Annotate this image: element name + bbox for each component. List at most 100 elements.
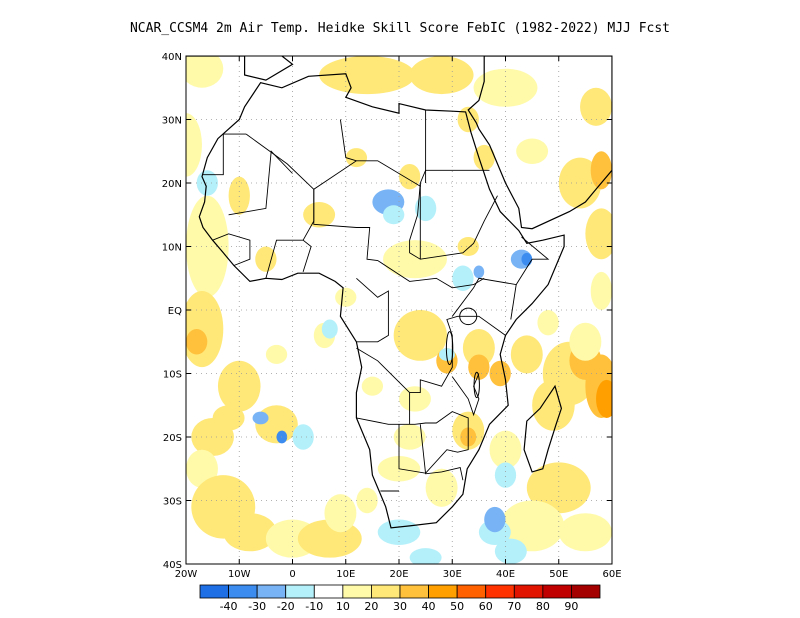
skill-shading-patch — [335, 287, 357, 307]
country-border — [228, 150, 293, 216]
colorbar-swatch — [199, 584, 229, 599]
lon-tick-label: 60E — [602, 569, 621, 580]
lon-tick-label: 20W — [175, 569, 198, 580]
skill-shading-patch — [590, 271, 612, 311]
colorbar: -40 -30 -20 -10 10 20 30 40 50 60 70 80 90 — [199, 584, 601, 613]
skill-shading-patch — [186, 113, 202, 177]
country-border — [245, 133, 490, 190]
colorbar-tick-label: -30 — [248, 600, 266, 613]
lat-lon-grid — [186, 56, 612, 564]
skill-shading-patch — [494, 462, 517, 488]
lake-outline — [459, 307, 478, 326]
skill-shading-patch — [590, 151, 612, 190]
skill-shading-patch — [228, 176, 250, 215]
skill-shading-patch — [383, 205, 405, 225]
lon-tick-label: 0 — [289, 569, 295, 580]
colorbar-swatch — [456, 584, 487, 599]
country-border — [451, 277, 517, 320]
skill-shading-patch — [345, 148, 368, 168]
skill-shading-patch — [409, 56, 474, 95]
lon-tick-label: 50E — [549, 569, 568, 580]
skill-shading-patch — [186, 329, 208, 355]
skill-shading-patch — [186, 195, 229, 298]
country-border — [356, 315, 506, 394]
madagascar-coastline — [523, 384, 563, 473]
skill-shading-patch — [399, 386, 431, 412]
colorbar-tick-label: 70 — [507, 600, 521, 613]
colorbar-swatch — [399, 584, 429, 599]
skill-shading-patch — [532, 379, 575, 431]
skill-shading-patch — [292, 424, 314, 450]
colorbar-tick-label: 80 — [536, 600, 550, 613]
skill-shading-patch — [303, 202, 336, 228]
lon-tick-label: 40E — [496, 569, 515, 580]
colorbar-swatch — [256, 584, 287, 599]
lat-tick-label: 10N — [162, 243, 182, 254]
colorbar-swatch — [571, 584, 601, 599]
skill-shading-patch — [265, 344, 288, 364]
skill-shading-patch — [484, 506, 506, 533]
skill-shading-patch — [361, 376, 384, 396]
country-border — [302, 189, 315, 241]
skill-shading-patch — [196, 170, 218, 196]
country-border — [339, 119, 357, 162]
colorbar-tick-label: 10 — [336, 600, 350, 613]
lat-tick-label: 10S — [163, 370, 182, 381]
colorbar-swatch — [313, 584, 344, 599]
skill-shading-patch — [526, 462, 591, 514]
skill-shading-patch — [383, 240, 447, 279]
skill-shading-patch — [319, 56, 415, 95]
lake-outline — [445, 331, 454, 366]
skill-shading-patch — [569, 322, 602, 361]
skill-shading-patch — [223, 513, 277, 552]
longitude-axis: 20W 10W 0 10E 20E 30E 40E 50E 60E — [175, 56, 622, 580]
skill-shading-patch — [510, 335, 543, 374]
skill-shading-patch — [321, 319, 338, 339]
skill-shading-patch — [393, 310, 447, 361]
colorbar-swatch — [371, 584, 401, 599]
colorbar-swatch — [342, 584, 372, 599]
africa-coastline — [198, 73, 565, 529]
lat-tick-label: 30N — [162, 116, 182, 127]
skill-shading-patch — [191, 417, 234, 457]
skill-shading-patch — [255, 405, 298, 444]
lon-tick-label: 30E — [443, 569, 462, 580]
skill-shading-patch — [473, 144, 495, 171]
colorbar-tick-label: 60 — [479, 600, 493, 613]
country-border — [515, 236, 550, 285]
colorbar-swatch — [542, 584, 572, 599]
skill-shading-patch — [252, 411, 269, 425]
colorbar-swatch — [513, 584, 544, 599]
skill-shading-patch — [585, 208, 612, 260]
skill-shading-patch — [452, 265, 474, 291]
skill-shading-patch — [596, 379, 612, 418]
skill-shading — [186, 56, 612, 564]
skill-shading-patch — [324, 494, 357, 533]
skill-shading-patch — [457, 106, 479, 133]
country-border — [212, 233, 251, 266]
colorbar-tick-label: 40 — [422, 600, 436, 613]
continent-outline — [186, 56, 612, 529]
skill-shading-patch — [356, 487, 378, 514]
lat-tick-label: 40S — [163, 560, 182, 571]
lon-tick-label: 20E — [389, 569, 408, 580]
latitude-axis: 40N 30N 20N 10N EQ 10S 20S 30S 40S — [162, 52, 612, 571]
colorbar-tick-label: 90 — [564, 600, 578, 613]
skill-shading-patch — [186, 56, 224, 88]
skill-shading-patch — [473, 265, 485, 279]
colorbar-tick-label: 30 — [393, 600, 407, 613]
lat-tick-label: EQ — [168, 306, 182, 317]
lat-tick-label: 40N — [162, 52, 182, 63]
skill-shading-patch — [255, 246, 277, 272]
colorbar-swatch — [428, 584, 458, 599]
skill-shading-patch — [425, 468, 458, 507]
skill-shading-patch — [489, 430, 522, 469]
map-title: NCAR_CCSM4 2m Air Temp. Heidke Skill Sco… — [129, 21, 671, 36]
colorbar-swatch — [485, 584, 515, 599]
skill-shading-patch — [399, 163, 421, 190]
skill-shading-patch — [494, 538, 527, 564]
skill-shading-patch — [468, 354, 490, 380]
skill-shading-patch — [516, 138, 549, 164]
skill-shading-patch — [186, 290, 224, 368]
country-border — [356, 277, 389, 343]
